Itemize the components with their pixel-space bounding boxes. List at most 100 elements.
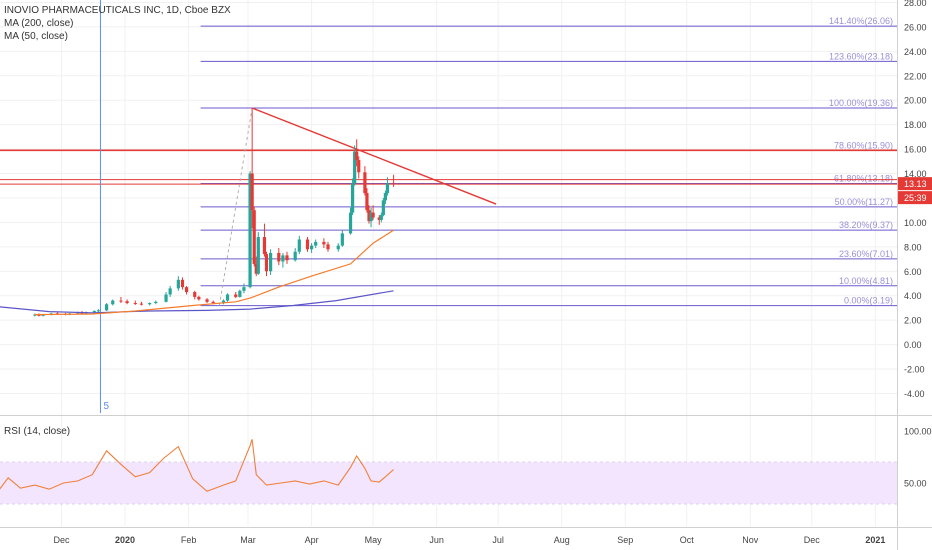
fib-level-label: 100.00%(19.36) — [829, 98, 893, 108]
candle-body — [205, 299, 209, 302]
y-tick-label: 10.00 — [904, 218, 927, 228]
y-tick-label: -2.00 — [904, 365, 925, 375]
candle-body — [176, 279, 180, 289]
candle-body — [381, 200, 385, 216]
countdown-label: 25:39 — [904, 193, 927, 203]
fib-retracement: 0.00%(3.19) 10.00%(4.81) 23.60%(7.01) 38.20… — [200, 16, 897, 307]
candle-body — [193, 292, 197, 297]
candle-body — [355, 151, 359, 161]
rsi-band — [0, 462, 897, 504]
candle-body — [197, 296, 201, 300]
candle-body — [164, 294, 168, 302]
countdown-badge — [898, 191, 932, 205]
candle-body — [211, 301, 215, 304]
x-tick-label: Dec — [804, 535, 821, 545]
y-tick-label: 18.00 — [904, 120, 927, 130]
candle-body — [367, 210, 371, 222]
x-tick-label: Nov — [742, 535, 759, 545]
candle-body — [371, 212, 375, 218]
candle-body — [351, 183, 355, 213]
candle-body — [369, 212, 373, 222]
y-tick-label: 2.00 — [904, 316, 922, 326]
candle-body — [262, 237, 267, 255]
ma200-legend: MA (200, close) — [4, 18, 74, 29]
y-tick-label: 6.00 — [904, 267, 922, 277]
x-tick-label: Sep — [617, 535, 633, 545]
candle-body — [148, 303, 152, 305]
candle-body — [348, 212, 353, 234]
x-tick-label: Aug — [554, 535, 570, 545]
y-tick-label: 24.00 — [904, 47, 927, 57]
candle-body — [242, 287, 246, 291]
rsi-line — [0, 439, 394, 492]
candle-body — [357, 160, 361, 173]
y-tick-label: 26.00 — [904, 22, 927, 32]
y-tick-label: 22.00 — [904, 71, 927, 81]
candle-body — [234, 294, 238, 297]
candle-body — [96, 310, 100, 312]
candle-body — [392, 183, 396, 185]
candle-body — [281, 255, 285, 262]
chart-grid — [0, 0, 897, 526]
trendline-group — [218, 107, 497, 306]
candle-body — [383, 193, 387, 201]
candle-body — [238, 290, 242, 297]
candle-body — [221, 300, 226, 304]
candle-body — [225, 294, 230, 301]
candle-body — [125, 301, 129, 304]
ma200-line — [0, 290, 394, 314]
marker-label: 5 — [103, 401, 109, 412]
candle-body — [154, 301, 158, 304]
candle-body — [254, 263, 258, 274]
candle-body — [305, 239, 310, 250]
candle-body — [297, 239, 301, 252]
candle-body — [41, 314, 45, 316]
candle-body — [385, 183, 390, 194]
horizontal-lines — [0, 149, 897, 185]
y-tick-label: 20.00 — [904, 96, 927, 106]
ma50-line — [34, 229, 394, 316]
y-tick-label: -4.00 — [904, 389, 925, 399]
time-axis: Dec 2020 Feb Mar Apr May Jun Jul Aug Sep Oct Nov Dec… — [53, 535, 885, 545]
candle-body — [168, 288, 172, 295]
y-tick-label: 14.00 — [904, 169, 927, 179]
candle-body — [252, 210, 256, 264]
fib-level-label: 38.20%(9.37) — [839, 220, 893, 230]
ma50-legend: MA (50, close) — [4, 31, 68, 42]
candle-body — [365, 193, 369, 211]
y-tick-label: 0.00 — [904, 340, 922, 350]
fib-level-label: 0.00%(3.19) — [844, 296, 893, 306]
fib-level-label: 10.00%(4.81) — [839, 276, 893, 286]
candle-body — [256, 237, 260, 274]
candles — [33, 108, 396, 317]
x-tick-label: Jul — [492, 535, 504, 545]
y-tick-label: 16.00 — [904, 145, 927, 155]
candle-body — [322, 241, 326, 245]
candle-body — [293, 251, 297, 261]
candle-body — [184, 287, 189, 293]
price-badges: 13.13 25:39 — [898, 177, 932, 205]
fib-level-label: 123.60%(23.18) — [829, 51, 893, 61]
y-tick-label: 8.00 — [904, 242, 922, 252]
fib-level-label: 141.40%(26.06) — [829, 16, 893, 26]
candle-body — [363, 172, 367, 194]
last-price-badge — [898, 177, 932, 191]
candle-body — [285, 255, 289, 261]
candle-body — [180, 279, 185, 288]
x-tick-label: Jun — [429, 535, 444, 545]
candle-body — [326, 244, 330, 250]
fib-level-label: 50.00%(11.27) — [835, 197, 893, 207]
rsi-tick-label: 100.00 — [904, 427, 932, 437]
candle-body — [277, 252, 281, 262]
rsi-tick-label: 50.00 — [904, 479, 927, 489]
x-tick-label: Oct — [680, 535, 695, 545]
candle-body — [336, 245, 340, 250]
candle-body — [340, 233, 344, 246]
rsi-axis: 100.00 50.00 — [904, 427, 932, 489]
candle-body — [248, 173, 252, 288]
candle-body — [264, 254, 269, 272]
candle-body — [314, 241, 318, 246]
candle-body — [269, 252, 273, 272]
